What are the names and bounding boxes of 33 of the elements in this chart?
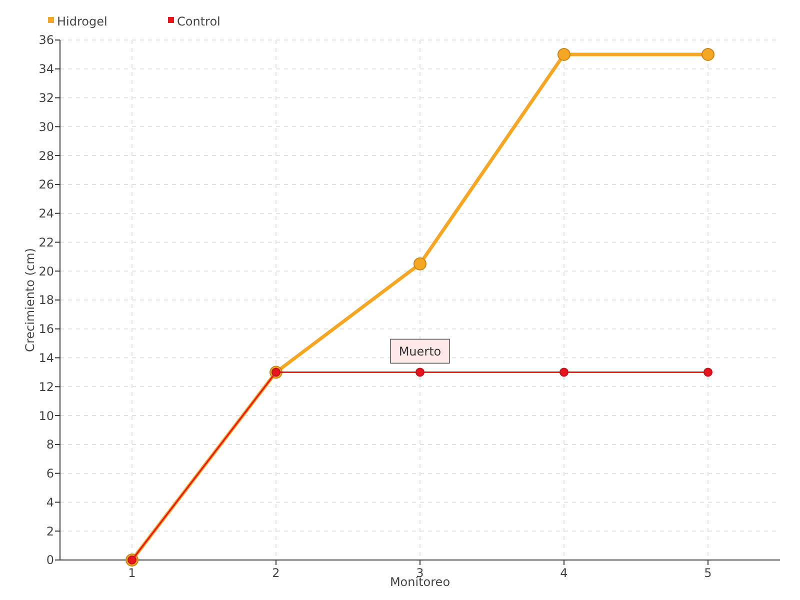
y-tick-label: 4 [46, 495, 54, 510]
point [704, 368, 712, 377]
point [416, 368, 424, 377]
point [702, 48, 714, 61]
annotation: Muerto [398, 344, 442, 358]
y-tick-label: 34 [38, 62, 54, 76]
y-axis-title: Crecimiento (cm) [23, 248, 37, 352]
legend-label: Control [177, 14, 220, 29]
y-tick-label: 16 [38, 322, 54, 336]
y-tick-label: 14 [38, 350, 54, 365]
legend-label: Hidrogel [57, 14, 108, 29]
x-tick-label: 1 [128, 566, 136, 580]
y-tick-label: 22 [38, 235, 54, 250]
y-tick-label: 20 [38, 264, 54, 278]
point [414, 257, 426, 270]
y-tick-label: 30 [38, 120, 54, 134]
x-tick-label: 4 [560, 566, 568, 580]
y-tick-label: 12 [38, 380, 54, 394]
y-tick-label: 2 [46, 524, 54, 538]
y-tick-label: 6 [46, 466, 54, 481]
y-tick-label: 0 [46, 553, 54, 568]
y-tick-label: 10 [38, 408, 54, 423]
y-tick-label: 28 [38, 148, 54, 163]
x-tick-label: 2 [272, 566, 280, 580]
y-tick-label: 36 [38, 33, 54, 48]
y-tick-label: 32 [38, 90, 54, 105]
point [560, 368, 568, 377]
y-tick-label: 26 [38, 178, 54, 192]
y-tick-label: 8 [46, 438, 54, 452]
y-tick-label: 18 [38, 293, 54, 308]
y-tick-label: 24 [38, 206, 54, 221]
point [558, 48, 570, 61]
x-tick-label: 5 [704, 566, 712, 580]
